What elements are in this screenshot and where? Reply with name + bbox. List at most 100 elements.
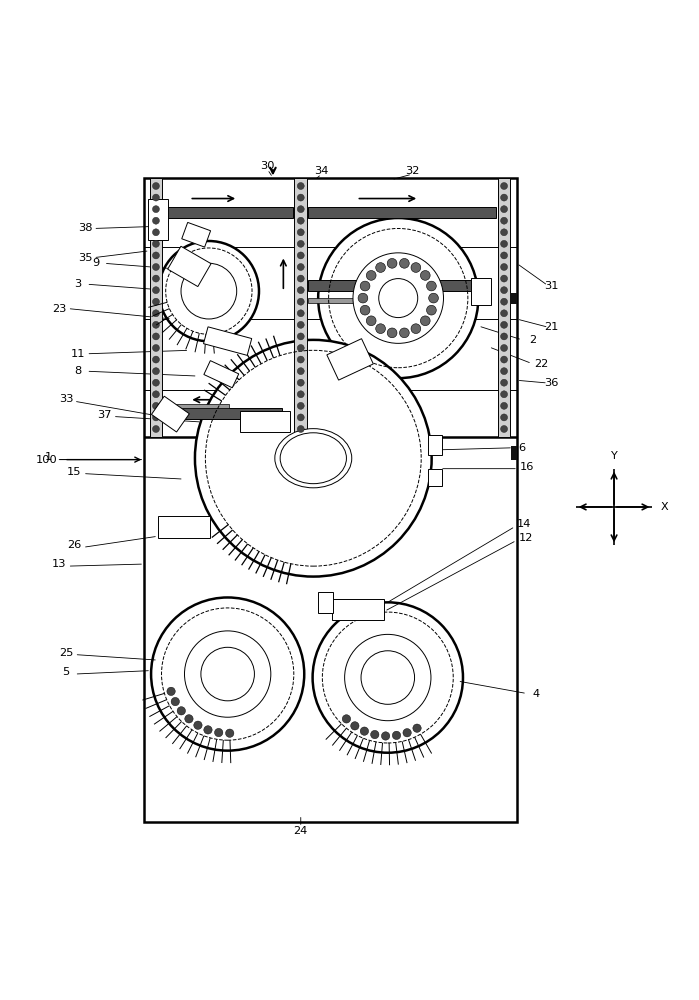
- Circle shape: [500, 229, 507, 236]
- Circle shape: [345, 634, 431, 721]
- Circle shape: [226, 729, 234, 737]
- Circle shape: [500, 379, 507, 386]
- Circle shape: [151, 597, 304, 751]
- FancyBboxPatch shape: [327, 339, 373, 380]
- Circle shape: [382, 732, 390, 740]
- Circle shape: [297, 240, 304, 247]
- Circle shape: [297, 194, 304, 201]
- Circle shape: [297, 252, 304, 259]
- Circle shape: [500, 333, 507, 340]
- Bar: [308, 298, 433, 303]
- Circle shape: [297, 368, 304, 375]
- Text: 16: 16: [520, 462, 534, 472]
- Text: 24: 24: [294, 826, 308, 836]
- Text: 32: 32: [405, 166, 419, 176]
- Circle shape: [297, 310, 304, 317]
- Text: 4: 4: [533, 689, 540, 699]
- Circle shape: [185, 631, 271, 717]
- Text: X: X: [661, 502, 669, 512]
- Circle shape: [500, 240, 507, 247]
- Text: 38: 38: [78, 223, 92, 233]
- Circle shape: [201, 647, 254, 701]
- Circle shape: [195, 340, 432, 577]
- Circle shape: [152, 206, 159, 213]
- Circle shape: [500, 287, 507, 294]
- FancyBboxPatch shape: [168, 246, 211, 287]
- Circle shape: [171, 697, 180, 706]
- Circle shape: [500, 345, 507, 351]
- Circle shape: [152, 310, 159, 317]
- Circle shape: [297, 379, 304, 386]
- Circle shape: [297, 414, 304, 421]
- Circle shape: [400, 258, 409, 268]
- Text: 11: 11: [71, 349, 85, 359]
- Circle shape: [366, 271, 376, 280]
- Circle shape: [411, 263, 421, 272]
- FancyBboxPatch shape: [152, 396, 189, 432]
- Circle shape: [387, 258, 397, 268]
- Circle shape: [152, 275, 159, 282]
- Circle shape: [152, 252, 159, 259]
- Circle shape: [500, 414, 507, 421]
- Circle shape: [361, 651, 415, 704]
- Text: 14: 14: [517, 519, 531, 529]
- Text: 22: 22: [535, 359, 549, 369]
- Circle shape: [297, 356, 304, 363]
- Text: 30: 30: [260, 161, 275, 171]
- Circle shape: [366, 316, 376, 326]
- Circle shape: [500, 321, 507, 328]
- Circle shape: [185, 715, 193, 723]
- Circle shape: [152, 333, 159, 340]
- Text: 23: 23: [52, 304, 66, 314]
- Bar: [150, 178, 162, 437]
- Circle shape: [297, 298, 304, 305]
- Circle shape: [343, 715, 351, 723]
- Bar: [471, 278, 491, 305]
- Circle shape: [152, 264, 159, 270]
- Circle shape: [392, 731, 401, 740]
- Text: 15: 15: [67, 467, 82, 477]
- Text: 1: 1: [45, 452, 52, 462]
- Text: 6: 6: [519, 443, 526, 453]
- Circle shape: [360, 305, 370, 315]
- Circle shape: [152, 298, 159, 305]
- Circle shape: [152, 356, 159, 363]
- Circle shape: [159, 241, 259, 341]
- Circle shape: [351, 722, 359, 730]
- Circle shape: [426, 305, 436, 315]
- Circle shape: [215, 728, 223, 737]
- Circle shape: [152, 379, 159, 386]
- Text: 13: 13: [52, 559, 66, 569]
- Circle shape: [297, 321, 304, 328]
- Circle shape: [500, 264, 507, 270]
- Circle shape: [500, 206, 507, 213]
- Text: 34: 34: [315, 166, 329, 176]
- Bar: [164, 408, 282, 419]
- Circle shape: [376, 324, 385, 334]
- Circle shape: [181, 263, 237, 319]
- Ellipse shape: [275, 429, 352, 488]
- Circle shape: [411, 324, 421, 334]
- Circle shape: [500, 310, 507, 317]
- Circle shape: [413, 724, 421, 732]
- Circle shape: [420, 316, 430, 326]
- Circle shape: [297, 229, 304, 236]
- Circle shape: [152, 183, 159, 189]
- Circle shape: [152, 414, 159, 421]
- Bar: [240, 411, 290, 432]
- Bar: [158, 516, 210, 538]
- Text: 3: 3: [74, 279, 82, 289]
- Circle shape: [297, 345, 304, 351]
- Bar: [308, 207, 496, 218]
- Circle shape: [403, 729, 411, 737]
- FancyBboxPatch shape: [203, 327, 252, 355]
- Text: 12: 12: [519, 533, 533, 543]
- Circle shape: [152, 345, 159, 351]
- Circle shape: [360, 727, 368, 735]
- Bar: [144, 178, 517, 822]
- FancyBboxPatch shape: [182, 222, 210, 247]
- Circle shape: [177, 707, 185, 715]
- Circle shape: [376, 263, 385, 272]
- Bar: [294, 178, 307, 437]
- Circle shape: [152, 402, 159, 409]
